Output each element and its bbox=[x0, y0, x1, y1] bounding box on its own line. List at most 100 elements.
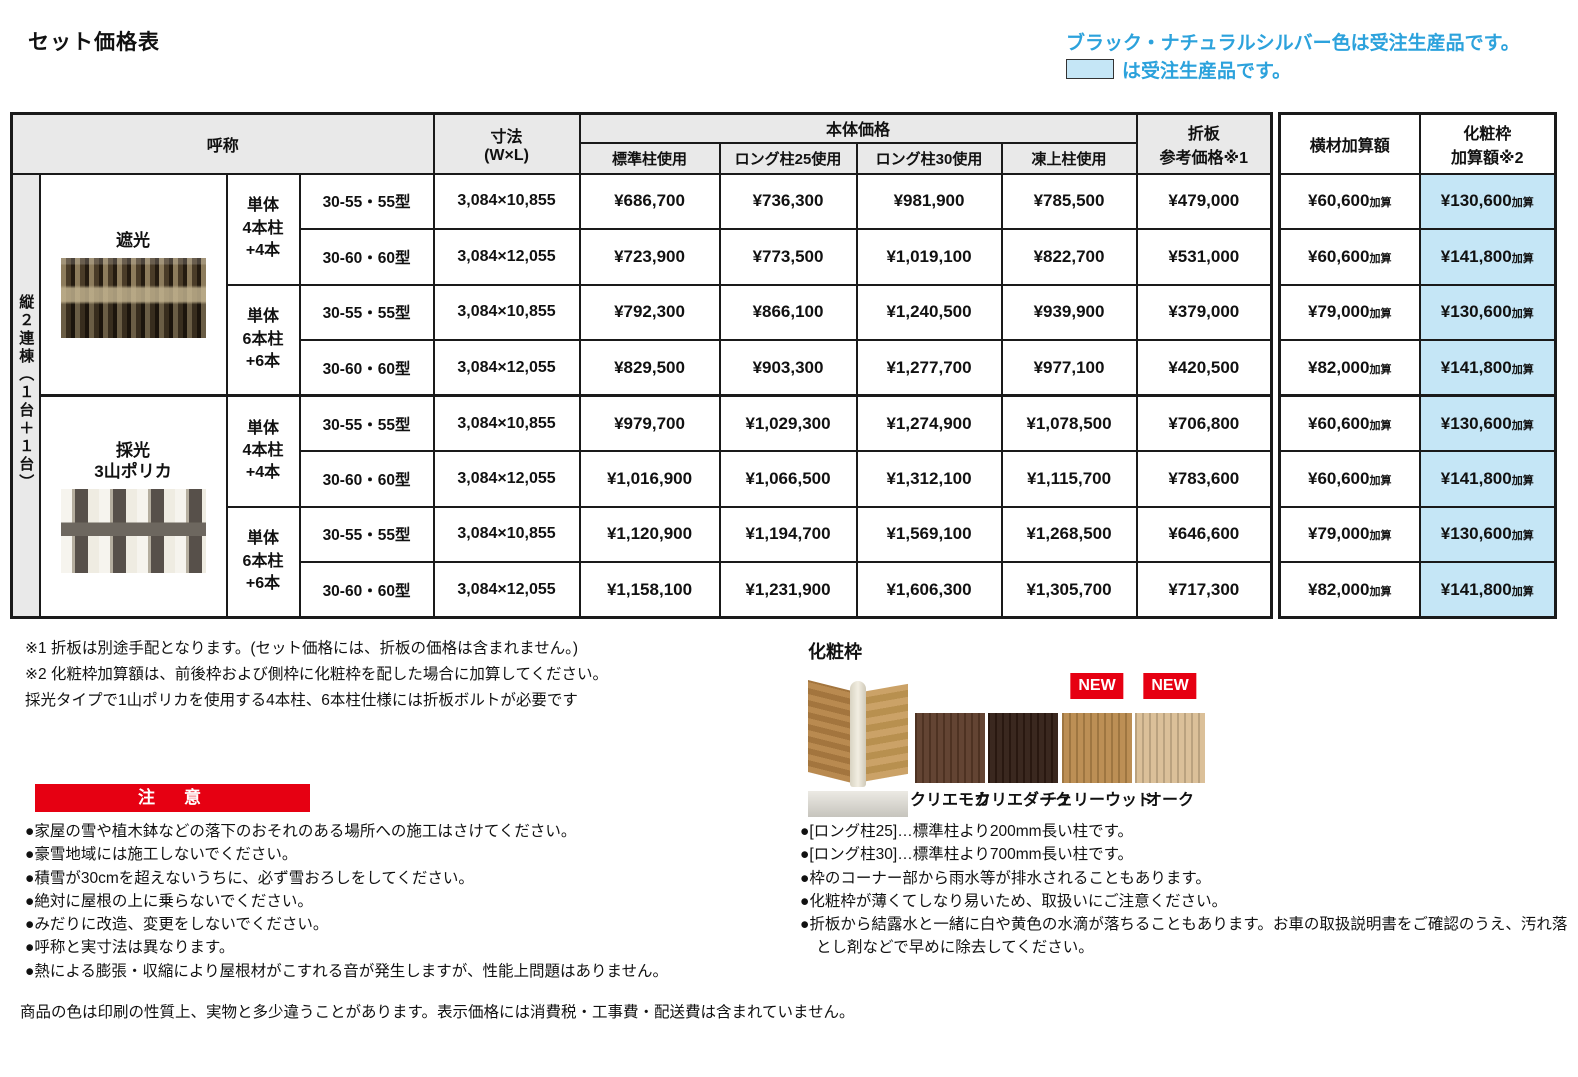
table-row: ¥82,000加算 ¥141,800加算 bbox=[1278, 561, 1557, 619]
header-std-pillar: 標準柱使用 bbox=[578, 141, 721, 175]
yokozai-cell: ¥60,600加算 bbox=[1278, 394, 1421, 452]
size-cell: 3,084×10,855 bbox=[432, 394, 581, 452]
swatch-oak bbox=[1135, 713, 1205, 783]
price-frost: ¥1,305,700 bbox=[1000, 561, 1138, 619]
swatch-cherry-wood bbox=[1062, 713, 1132, 783]
type-cell: 30-55・55型 bbox=[298, 505, 435, 563]
info-item: ●[ロング柱25]…標準柱より200mm長い柱です。 bbox=[800, 823, 1134, 840]
caution-item: ●みだりに改造、変更をしないでください。 bbox=[25, 916, 329, 934]
caution-item: ●豪雪地域には施工しないでください。 bbox=[25, 846, 298, 864]
price-long30: ¥1,277,700 bbox=[855, 339, 1003, 397]
keshowaku-section: 化粧枠 NEW NEW クリエモカ クリエダーク チェリーウッド オーク bbox=[800, 633, 1572, 828]
type-cell: 30-55・55型 bbox=[298, 394, 435, 452]
swatch-kurie-moka bbox=[915, 713, 985, 783]
price-long25: ¥773,500 bbox=[718, 228, 858, 286]
type-cell: 30-60・60型 bbox=[298, 339, 435, 397]
page-title: セット価格表 bbox=[28, 31, 160, 54]
table-row: ¥79,000加算 ¥130,600加算 bbox=[1278, 505, 1557, 563]
size-cell: 3,084×10,855 bbox=[432, 283, 581, 341]
price-std: ¥1,158,100 bbox=[578, 561, 721, 619]
table-row: 30-60・60型 3,084×12,055 ¥723,900 ¥773,500… bbox=[12, 228, 1273, 286]
header-size: 寸法 (W×L) bbox=[432, 112, 581, 175]
price-oriban: ¥379,000 bbox=[1135, 283, 1273, 341]
footnote-1: ※1 折板は別途手配となります。(セット価格には、折板の価格は含まれません。) bbox=[25, 640, 579, 657]
header-body-price: 本体価格 bbox=[578, 112, 1138, 144]
keshowaku-cell: ¥141,800加算 bbox=[1418, 561, 1557, 619]
price-long30: ¥981,900 bbox=[855, 172, 1003, 230]
price-long25: ¥866,100 bbox=[718, 283, 858, 341]
info-item: ●折板から結露水と一緒に白や黄色の水滴が落ちることもあります。お車の取扱説明書を… bbox=[800, 916, 1568, 957]
keshowaku-cell: ¥130,600加算 bbox=[1418, 394, 1557, 452]
price-long25: ¥1,231,900 bbox=[718, 561, 858, 619]
group-shading-cell: 遮光 bbox=[38, 172, 228, 397]
price-oriban: ¥479,000 bbox=[1135, 172, 1273, 230]
price-oriban: ¥783,600 bbox=[1135, 450, 1273, 508]
yokozai-cell: ¥79,000加算 bbox=[1278, 505, 1421, 563]
size-cell: 3,084×12,055 bbox=[432, 450, 581, 508]
price-frost: ¥822,700 bbox=[1000, 228, 1138, 286]
price-std: ¥829,500 bbox=[578, 339, 721, 397]
order-made-color-swatch bbox=[1066, 59, 1114, 79]
keshowaku-cell: ¥141,800加算 bbox=[1418, 339, 1557, 397]
legend-line2: は受注生産品です。 bbox=[1066, 58, 1520, 86]
table-row: ¥82,000加算 ¥141,800加算 bbox=[1278, 339, 1557, 397]
side-label-cell: 縦２連棟（１台＋１台） bbox=[10, 172, 41, 619]
price-long30: ¥1,240,500 bbox=[855, 283, 1003, 341]
shading-roof-image bbox=[60, 258, 206, 339]
caution-banner: 注 意 bbox=[35, 784, 310, 812]
group-shading-label: 遮光 bbox=[116, 231, 150, 251]
swatch-label: クリエダーク bbox=[974, 792, 1072, 809]
group-daylight-cell: 採光 3山ポリカ bbox=[38, 394, 228, 619]
table-row: 単体 6本柱 +6本 30-55・55型 3,084×10,855 ¥1,120,9… bbox=[12, 505, 1273, 619]
table-row: 30-60・60型 3,084×12,055 ¥829,500 ¥903,300… bbox=[12, 339, 1273, 397]
table-row: 採光 3山ポリカ 単体 4本柱 +4本 30-55・55型 3,084×10,855 … bbox=[12, 394, 1273, 619]
size-cell: 3,084×10,855 bbox=[432, 172, 581, 230]
yokozai-cell: ¥60,600加算 bbox=[1278, 172, 1421, 230]
keshowaku-cell: ¥141,800加算 bbox=[1418, 450, 1557, 508]
price-std: ¥792,300 bbox=[578, 283, 721, 341]
table-row: ¥60,600加算 ¥141,800加算 bbox=[1278, 450, 1557, 508]
pillar-cell: 単体 6本柱 +6本 bbox=[225, 505, 301, 619]
price-oriban: ¥717,300 bbox=[1135, 561, 1273, 619]
new-badge: NEW bbox=[1143, 673, 1197, 699]
new-badge: NEW bbox=[1070, 673, 1124, 699]
price-std: ¥979,700 bbox=[578, 394, 721, 452]
order-made-legend: ブラック・ナチュラルシルバー色は受注生産品です。 は受注生産品です。 bbox=[1066, 30, 1520, 86]
type-cell: 30-60・60型 bbox=[298, 450, 435, 508]
swatch-kurie-dark bbox=[988, 713, 1058, 783]
type-cell: 30-60・60型 bbox=[298, 561, 435, 619]
price-std: ¥1,120,900 bbox=[578, 505, 721, 563]
price-long25: ¥1,066,500 bbox=[718, 450, 858, 508]
price-long30: ¥1,569,100 bbox=[855, 505, 1003, 563]
table-row: 30-60・60型 3,084×12,055 ¥1,016,900 ¥1,066… bbox=[12, 450, 1273, 508]
caution-list: ●家屋の雪や植木鉢などの落下のおそれのある場所への施工はさけてください。 ●豪雪… bbox=[25, 820, 785, 983]
price-oriban: ¥706,800 bbox=[1135, 394, 1273, 452]
price-frost: ¥1,268,500 bbox=[1000, 505, 1138, 563]
keshowaku-cell: ¥130,600加算 bbox=[1418, 505, 1557, 563]
table-row: ¥60,600加算 ¥130,600加算 bbox=[1278, 394, 1557, 452]
swatch-label: クリエモカ bbox=[909, 792, 991, 809]
header-oriban: 折板 参考価格※1 bbox=[1135, 112, 1273, 175]
price-long25: ¥736,300 bbox=[718, 172, 858, 230]
price-long30: ¥1,274,900 bbox=[855, 394, 1003, 452]
table-row: ¥60,600加算 ¥141,800加算 bbox=[1278, 228, 1557, 286]
price-frost: ¥1,115,700 bbox=[1000, 450, 1138, 508]
yokozai-cell: ¥82,000加算 bbox=[1278, 339, 1421, 397]
corner-base bbox=[808, 791, 908, 817]
pillar-cell: 単体 6本柱 +6本 bbox=[225, 283, 301, 397]
yokozai-cell: ¥79,000加算 bbox=[1278, 283, 1421, 341]
table-row: 30-60・60型 3,084×12,055 ¥1,158,100 ¥1,231… bbox=[12, 561, 1273, 619]
footnote-2: ※2 化粧枠加算額は、前後枠および側枠に化粧枠を配した場合に加算してください。 bbox=[25, 666, 608, 683]
keshowaku-cell: ¥130,600加算 bbox=[1418, 172, 1557, 230]
corner-cap bbox=[850, 681, 866, 787]
table-row: ¥60,600加算 ¥130,600加算 bbox=[1278, 172, 1557, 230]
footer-note: 商品の色は印刷の性質上、実物と多少違うことがあります。表示価格には消費税・工事費… bbox=[20, 1004, 855, 1021]
info-list: ●[ロング柱25]…標準柱より200mm長い柱です。 ●[ロング柱30]…標準柱… bbox=[800, 820, 1572, 960]
header-keshowaku: 化粧枠 加算額※2 bbox=[1418, 112, 1557, 175]
price-std: ¥723,900 bbox=[578, 228, 721, 286]
price-frost: ¥785,500 bbox=[1000, 172, 1138, 230]
header-long30: ロング柱30使用 bbox=[855, 141, 1003, 175]
pillar-cell: 単体 4本柱 +4本 bbox=[225, 172, 301, 286]
type-cell: 30-55・55型 bbox=[298, 172, 435, 230]
